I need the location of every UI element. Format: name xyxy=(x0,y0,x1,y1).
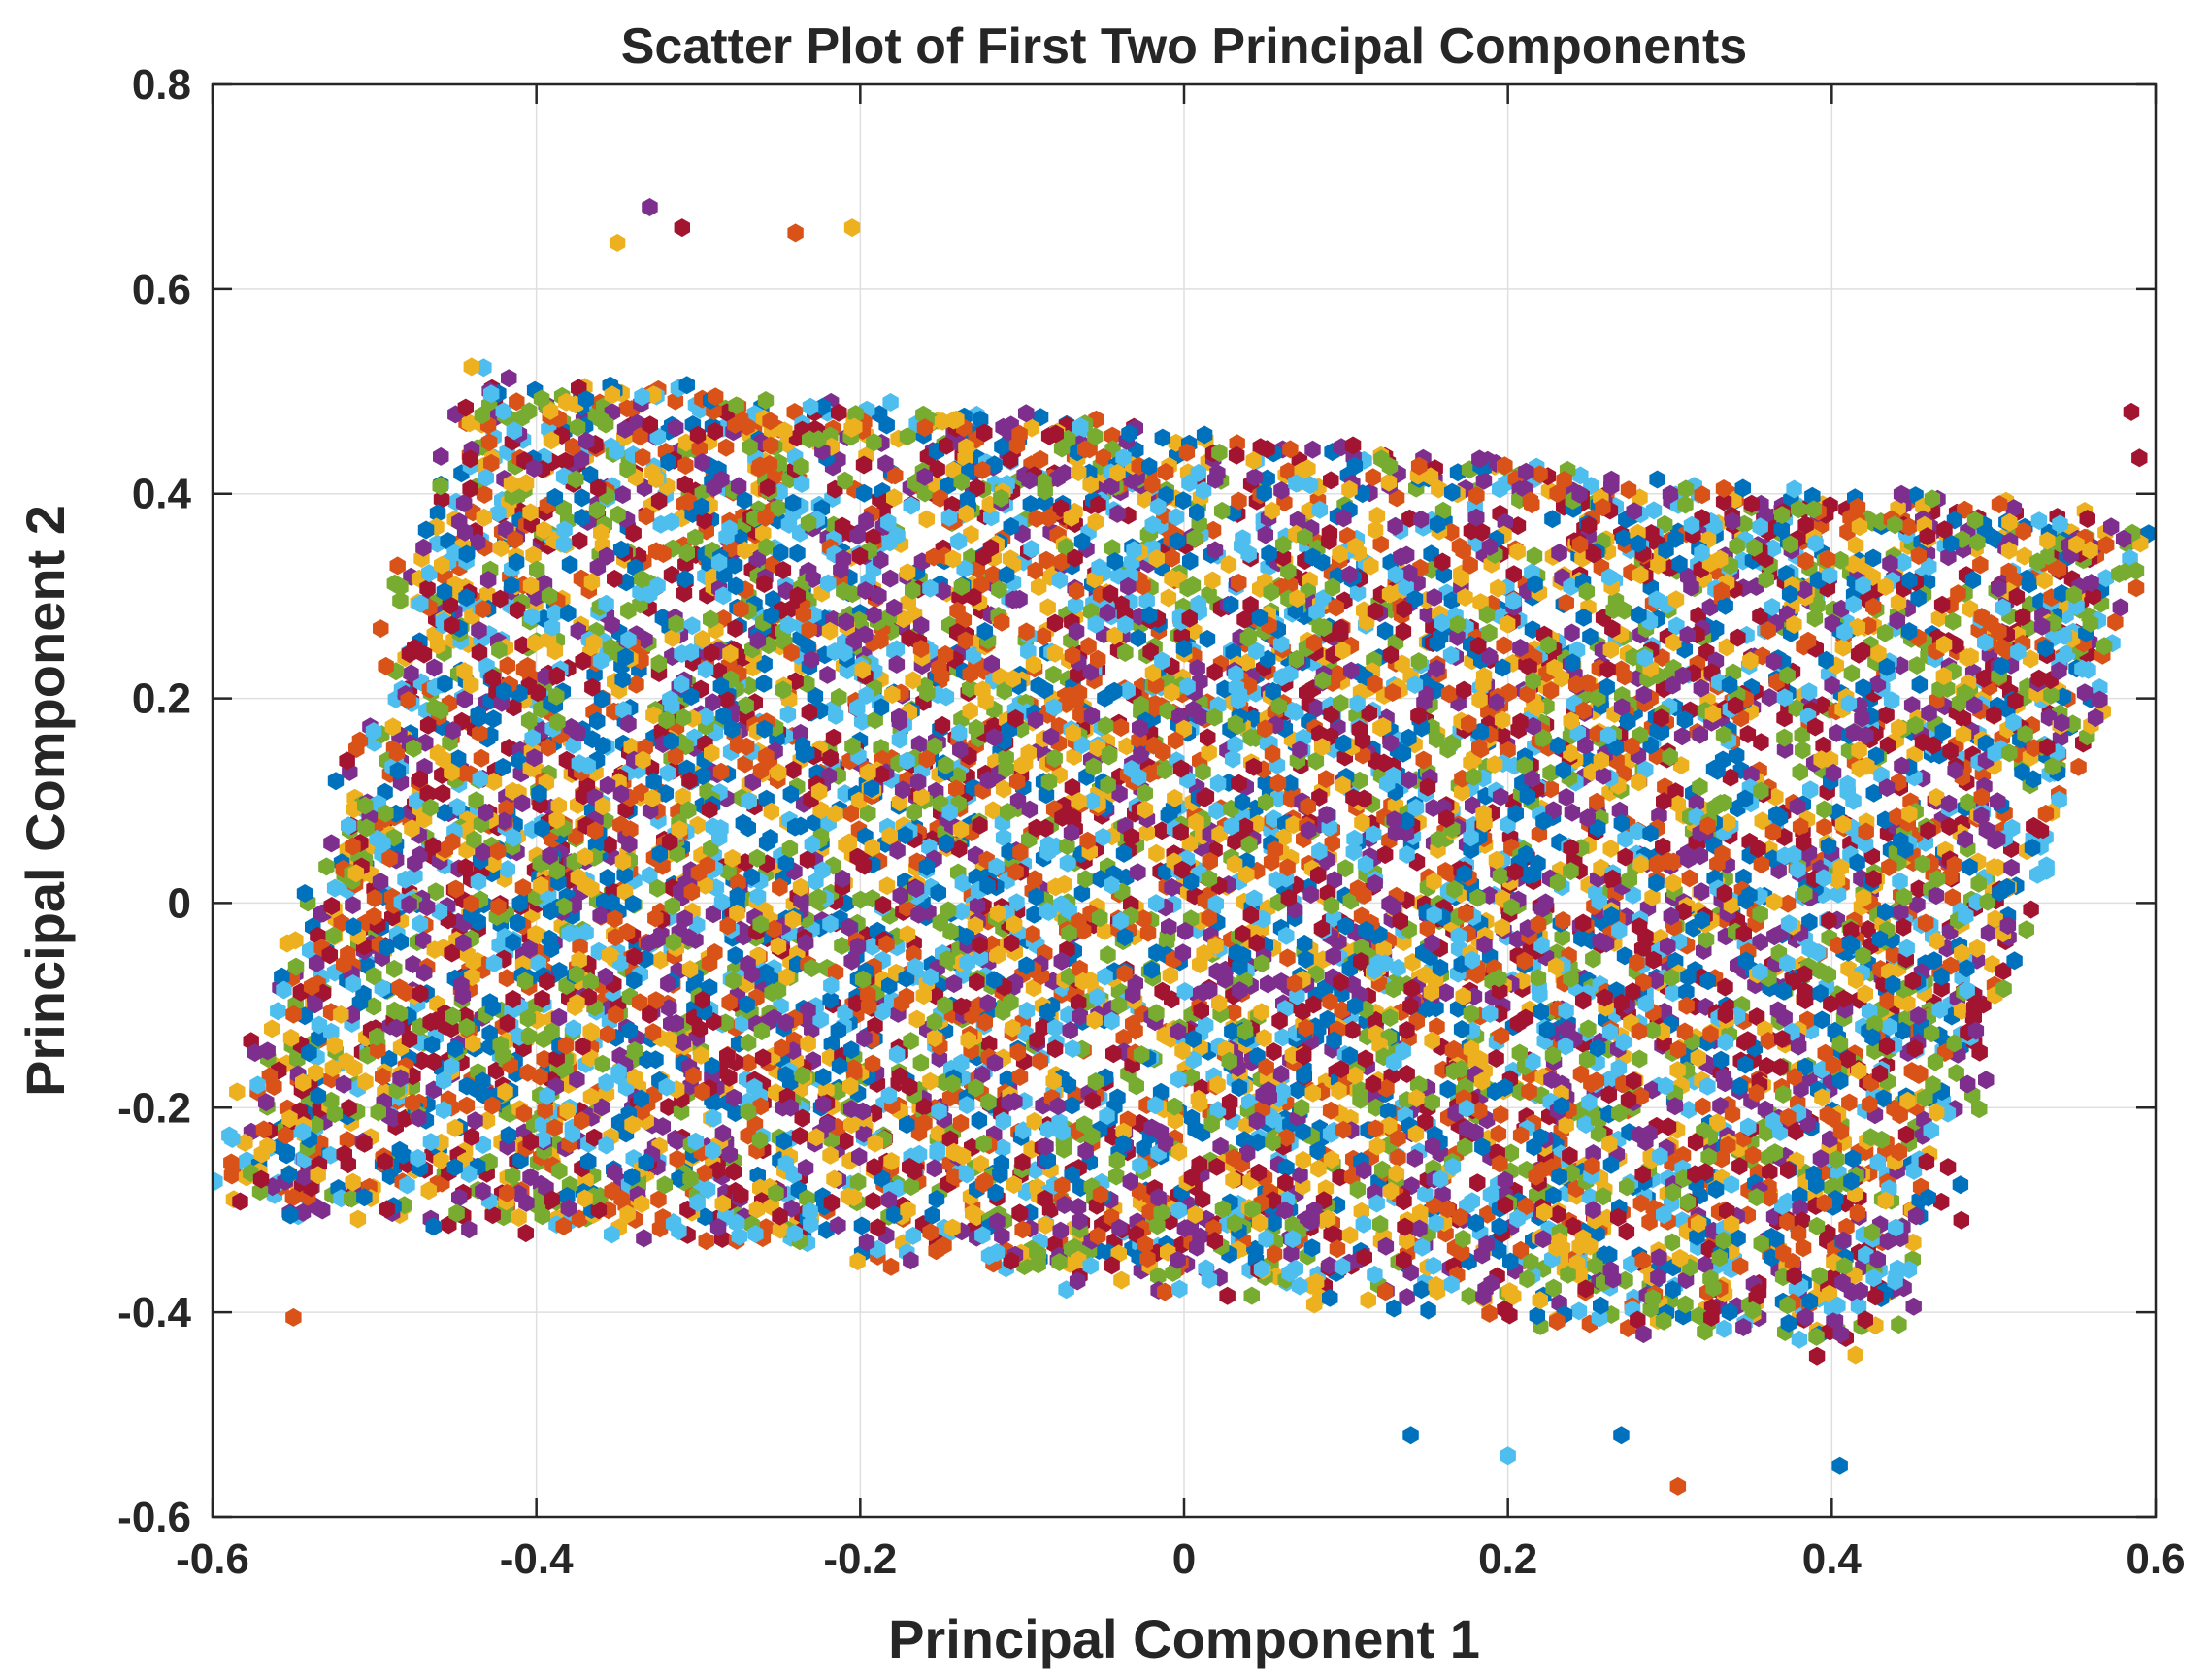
scatter-point xyxy=(1073,883,1091,903)
scatter-point xyxy=(1104,426,1121,445)
scatter-point xyxy=(514,636,531,655)
scatter-point xyxy=(1728,745,1745,765)
scatter-point xyxy=(786,403,803,421)
scatter-point xyxy=(1332,1168,1348,1187)
scatter-point xyxy=(849,1172,867,1192)
scatter-point xyxy=(470,533,486,552)
scatter-point xyxy=(1761,688,1778,708)
scatter-point xyxy=(1289,1080,1306,1100)
scatter-point xyxy=(878,415,895,435)
scatter-point xyxy=(834,936,850,955)
scatter-point xyxy=(1911,675,1929,694)
scatter-point xyxy=(478,584,496,604)
scatter-point xyxy=(973,1154,989,1173)
scatter-point xyxy=(392,591,409,610)
scatter-point xyxy=(931,1049,948,1069)
scatter-point xyxy=(1113,1270,1130,1290)
scatter-point xyxy=(1496,636,1512,655)
scatter-point xyxy=(684,616,701,636)
scatter-point xyxy=(1611,801,1629,820)
scatter-point xyxy=(1957,500,1973,519)
scatter-point xyxy=(349,1209,367,1229)
scatter-point xyxy=(755,674,773,693)
scatter-point xyxy=(1678,982,1695,1002)
scatter-point xyxy=(1212,1136,1229,1156)
scatter-point xyxy=(1070,1198,1087,1216)
scatter-point xyxy=(1025,978,1042,998)
scatter-point xyxy=(1160,588,1177,608)
scatter-point xyxy=(717,438,735,457)
scatter-point xyxy=(1509,516,1527,536)
scatter-point xyxy=(1681,869,1698,888)
scatter-point xyxy=(807,686,824,706)
scatter-point xyxy=(1304,440,1321,459)
scatter-point xyxy=(727,946,743,965)
scatter-point xyxy=(1229,434,1245,453)
scatter-point xyxy=(1815,736,1831,755)
scatter-point xyxy=(1505,565,1522,584)
scatter-point xyxy=(1437,983,1454,1003)
scatter-point xyxy=(1469,1173,1486,1193)
scatter-point xyxy=(1554,928,1570,946)
scatter-point xyxy=(434,784,451,803)
scatter-point xyxy=(1204,520,1222,540)
scatter-point xyxy=(882,569,899,588)
scatter-point xyxy=(1665,983,1681,1003)
scatter-point xyxy=(741,1053,757,1072)
scatter-point xyxy=(1891,1315,1907,1334)
scatter-point xyxy=(389,556,406,576)
scatter-point xyxy=(1220,555,1237,574)
scatter-point xyxy=(1399,1288,1415,1307)
scatter-point xyxy=(365,997,382,1016)
scatter-point xyxy=(1224,749,1241,769)
scatter-point xyxy=(849,1252,866,1271)
scatter-point xyxy=(1759,1057,1775,1075)
scatter-point xyxy=(698,707,714,726)
scatter-point xyxy=(1939,1158,1957,1177)
scatter-point xyxy=(1952,1175,1969,1195)
scatter-point xyxy=(1879,736,1896,755)
scatter-point xyxy=(561,555,578,575)
scatter-point xyxy=(1776,740,1794,759)
scatter-point xyxy=(908,1009,925,1029)
scatter-point xyxy=(1353,1202,1369,1221)
scatter-point xyxy=(1829,723,1845,742)
scatter-point xyxy=(737,754,753,774)
data-points xyxy=(213,198,2156,1496)
scatter-point xyxy=(413,1051,430,1071)
scatter-point xyxy=(856,483,873,503)
scatter-point xyxy=(1865,783,1882,803)
scatter-point xyxy=(1680,1101,1698,1119)
scatter-point xyxy=(1449,627,1466,646)
scatter-point xyxy=(1590,1124,1607,1143)
scatter-point xyxy=(650,1190,667,1209)
scatter-point xyxy=(1104,539,1121,558)
scatter-point xyxy=(891,730,908,749)
scatter-point xyxy=(499,860,515,879)
scatter-point xyxy=(1266,1042,1282,1062)
scatter-point xyxy=(1585,949,1601,969)
scatter-point xyxy=(1665,873,1682,893)
scatter-point xyxy=(607,569,623,588)
scatter-point xyxy=(675,787,691,807)
scatter-point xyxy=(721,1068,738,1087)
scatter-point xyxy=(906,803,922,822)
scatter-point xyxy=(1847,536,1864,555)
scatter-point xyxy=(1698,930,1715,949)
scatter-point xyxy=(823,1035,840,1054)
scatter-point xyxy=(1137,489,1153,509)
scatter-point xyxy=(1037,680,1054,700)
scatter-point xyxy=(1429,1017,1445,1037)
scatter-point xyxy=(999,1070,1016,1089)
scatter-point xyxy=(642,866,658,885)
scatter-point xyxy=(1443,1274,1460,1294)
scatter-point xyxy=(1022,495,1039,513)
scatter-point xyxy=(1850,1297,1867,1316)
scatter-point xyxy=(1279,948,1296,968)
scatter-point xyxy=(860,804,876,823)
